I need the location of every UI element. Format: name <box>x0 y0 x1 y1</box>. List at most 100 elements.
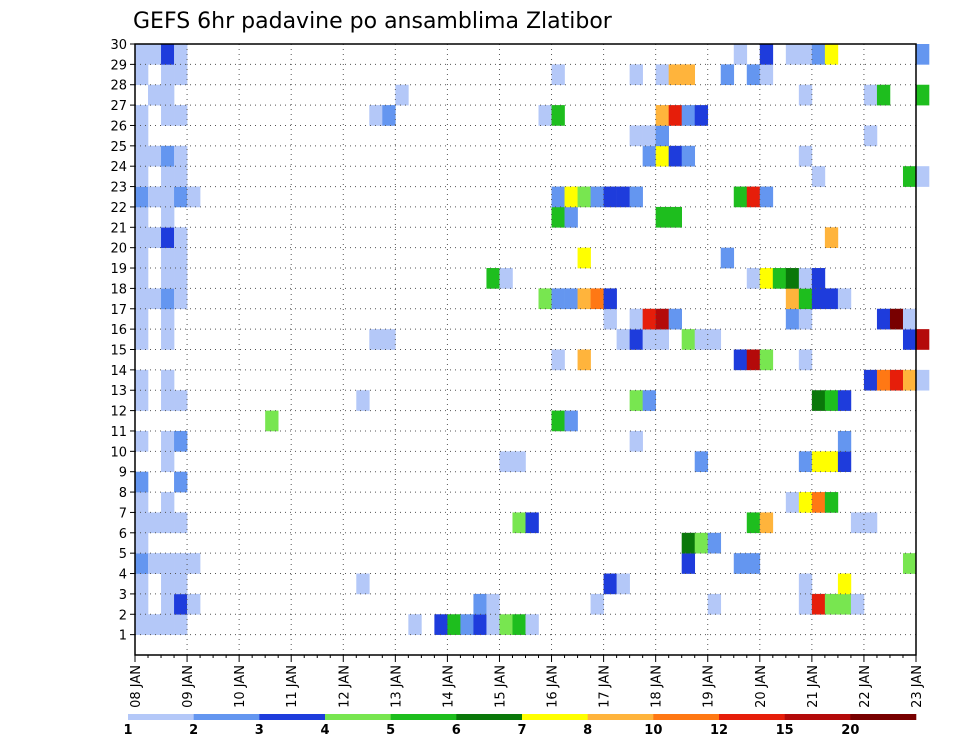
heatmap-cell <box>187 186 201 208</box>
x-tick-label: 15 JAN <box>493 665 508 708</box>
heatmap-cell <box>161 227 175 248</box>
heatmap-cell <box>564 186 578 208</box>
y-tick-label: 13 <box>110 384 127 399</box>
y-tick-label: 15 <box>110 344 127 359</box>
heatmap-cell <box>681 553 696 574</box>
heatmap-cell <box>681 105 696 126</box>
heatmap-cell <box>161 288 175 310</box>
heatmap-cell <box>161 369 175 391</box>
heatmap-cell <box>486 593 500 615</box>
heatmap-cell <box>824 44 839 65</box>
heatmap-cell <box>629 430 643 452</box>
heatmap-cell <box>434 614 448 635</box>
heatmap-cell <box>135 288 149 310</box>
legend-swatch <box>193 714 260 720</box>
heatmap-cell <box>577 349 591 371</box>
heatmap-cell <box>785 288 800 310</box>
heatmap-cell <box>135 512 149 534</box>
heatmap-cell <box>551 186 565 208</box>
heatmap-cell <box>837 573 852 595</box>
legend-swatch <box>653 714 720 720</box>
heatmap-cell <box>148 512 162 534</box>
heatmap-cell <box>616 329 630 350</box>
x-tick-label: 09 JAN <box>181 665 196 708</box>
heatmap-cell <box>395 84 409 106</box>
x-tick-label: 16 JAN <box>546 665 561 708</box>
heatmap-cell <box>174 390 188 411</box>
heatmap-cell <box>135 492 149 513</box>
heatmap-cell <box>135 227 149 248</box>
heatmap-cell <box>135 430 149 452</box>
heatmap-cell <box>772 268 787 289</box>
heatmap-cell <box>148 288 162 310</box>
heatmap-cell <box>161 44 175 65</box>
heatmap-cell <box>135 471 149 493</box>
heatmap-cell <box>720 64 735 86</box>
heatmap-cell <box>135 614 149 635</box>
y-tick-label: 27 <box>110 99 127 114</box>
heatmap-cell <box>668 105 682 126</box>
heatmap-cell <box>499 451 513 472</box>
heatmap-cell <box>356 573 370 595</box>
heatmap-cell <box>655 308 669 330</box>
heatmap-cell <box>135 593 149 615</box>
heatmap-cell <box>642 390 656 411</box>
heatmap-cell <box>798 573 813 595</box>
heatmap-cell <box>161 329 175 350</box>
heatmap-cell <box>161 573 175 595</box>
heatmap-cell <box>135 44 149 65</box>
x-tick-label: 17 JAN <box>598 665 613 708</box>
heatmap-cell <box>148 84 162 106</box>
heatmap-cell <box>785 268 800 289</box>
legend-swatch <box>390 714 457 720</box>
legend-label: 8 <box>583 723 592 738</box>
legend-swatch <box>850 714 917 720</box>
y-tick-label: 20 <box>110 242 127 257</box>
heatmap-cell <box>187 593 201 615</box>
heatmap-cell <box>902 329 917 350</box>
heatmap-cell <box>538 288 552 310</box>
legend-label: 12 <box>710 723 728 738</box>
heatmap-cell <box>616 573 630 595</box>
heatmap-cell <box>837 430 852 452</box>
x-axis-ticks: 08 JAN 09 JAN 10 JAN 11 JAN 12 JAN 13 JAN 14 J… <box>129 655 925 708</box>
heatmap-cell <box>733 44 748 65</box>
heatmap-cell <box>499 268 513 289</box>
heatmap-cell <box>759 349 774 371</box>
y-tick-label: 6 <box>119 527 127 542</box>
heatmap-cell <box>798 349 813 371</box>
heatmap-cell <box>447 614 461 635</box>
heatmap-cell <box>824 227 839 248</box>
y-tick-label: 11 <box>110 425 127 440</box>
heatmap-cell <box>135 186 149 208</box>
heatmap-cell <box>798 288 813 310</box>
heatmap-cell <box>759 44 774 65</box>
heatmap-cell <box>551 288 565 310</box>
heatmap-cell <box>473 614 487 635</box>
heatmap-cell <box>863 84 878 106</box>
heatmap-cell <box>135 145 149 167</box>
heatmap-cell <box>161 512 175 534</box>
color-legend: 1 2 3 4 5 6 7 8 10 12 15 20 <box>123 714 917 738</box>
heatmap-cell <box>629 186 643 208</box>
heatmap-cell <box>798 308 813 330</box>
heatmap-cell <box>798 492 813 513</box>
heatmap-cell <box>902 308 917 330</box>
heatmap-cell <box>811 593 826 615</box>
heatmap-cell <box>798 44 813 65</box>
x-tick-label: 12 JAN <box>337 665 352 708</box>
y-tick-label: 9 <box>119 466 127 481</box>
heatmap-cell <box>889 308 904 330</box>
heatmap-cell <box>161 430 175 452</box>
y-tick-label: 1 <box>119 629 127 644</box>
heatmap-cell <box>655 206 669 228</box>
heatmap-cell <box>564 410 578 432</box>
heatmap-cell <box>759 186 774 208</box>
heatmap-cell <box>148 227 162 248</box>
heatmap-cell <box>161 268 175 289</box>
heatmap-cell <box>785 44 800 65</box>
heatmap-cell <box>603 186 617 208</box>
heatmap-cell <box>916 84 930 106</box>
heatmap-cell <box>916 369 930 391</box>
x-tick-label: 08 JAN <box>129 665 144 708</box>
